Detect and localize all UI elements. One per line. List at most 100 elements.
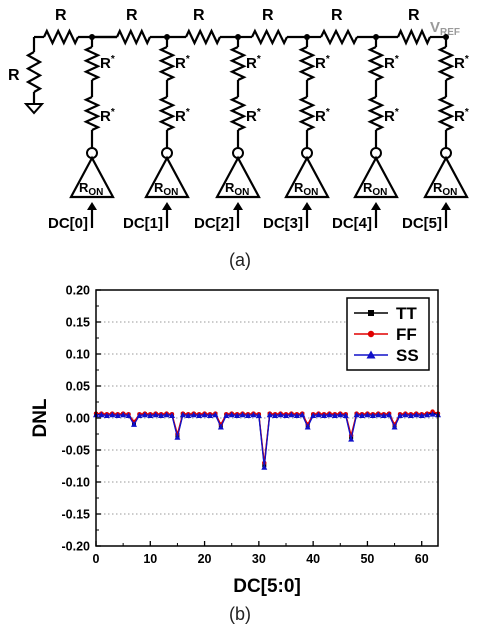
data-point-SS [147,412,154,418]
branch-resistor-upper [229,46,247,81]
series-r-label: R [408,7,420,24]
label-part: * [186,54,190,65]
label-part: * [111,107,115,118]
label-part: R [175,55,186,72]
data-point-SS [272,412,279,418]
input-arrow [162,202,172,210]
rstar-label: R* [315,54,330,72]
label-part: R [262,7,274,24]
label-part: * [257,54,261,65]
data-point-SS [380,412,387,418]
y-tick-label: -0.05 [62,444,91,458]
branch-resistor-upper [298,46,316,81]
series-r-label: R [262,7,274,24]
data-point-SS [288,411,295,418]
data-point-SS [283,412,289,418]
ron-sub: ON [234,187,249,198]
y-axis-label: DNL [30,398,51,437]
input-label: DC[3] [263,215,303,232]
series-r-label: R [55,7,67,24]
branch-resistor-upper [158,46,176,81]
y-tick-label: 0.15 [66,316,90,330]
rstar-label: R* [384,54,399,72]
data-point-SS [163,411,170,418]
legend: TT FF SS [346,297,430,371]
label-part: R [126,7,138,24]
data-point-SS [239,411,246,418]
label-part: R [315,108,326,125]
data-point-SS [407,412,414,418]
ron-label: RON [363,180,387,198]
data-point-SS [245,412,251,418]
legend-marker-TT [368,310,374,316]
data-point-SS [299,411,306,418]
rstar-label: R* [175,54,190,72]
branch-resistor-lower [229,96,247,131]
label-part: R [246,55,257,72]
branch-resistor-lower [298,96,316,131]
data-point-SS [109,411,116,418]
series-resistor [116,28,151,46]
input-label: DC[0] [48,215,88,232]
rstar-label: R* [315,107,330,125]
data-point-SS [103,412,110,418]
label-part: * [465,54,469,65]
data-point-SS [223,412,230,418]
input-arrow [233,202,243,210]
data-point-SS [131,421,137,427]
data-point-SS [429,411,436,417]
data-point-SS [386,411,393,418]
data-point-SS [190,411,197,418]
data-point-SS [179,411,186,418]
legend-label-TT: TT [396,304,417,323]
data-point-SS [120,411,127,418]
ron-main: R [154,180,164,195]
series-r-label: R [193,7,205,24]
label-part: * [395,107,399,118]
label-part: R [175,108,186,125]
x-tick-label: 10 [143,552,157,566]
rstar-label: R* [454,107,469,125]
ron-main: R [363,180,373,195]
x-tick-label: 60 [415,552,429,566]
data-point-SS [353,411,360,418]
data-point-SS [261,464,268,470]
data-point-SS [310,412,317,418]
branch-resistor-upper [367,46,385,81]
label-part: * [395,54,399,65]
data-point-SS [255,412,262,418]
legend-label-FF: FF [396,325,417,344]
data-point-SS [321,412,327,418]
data-point-SS [201,411,208,418]
input-arrow [371,202,381,210]
rstar-label: R* [246,107,261,125]
y-tick-label: 0.05 [66,380,90,394]
label-part: R [100,55,111,72]
buffer-triangle [215,155,261,199]
ron-sub: ON [303,187,318,198]
label-part: R [408,7,420,24]
data-point-SS [185,412,192,418]
buffer-triangle [69,155,115,199]
legend-marker-SS [366,350,376,359]
series-resistor [320,28,358,46]
x-tick-label: 50 [360,552,374,566]
y-tick-label: -0.20 [62,540,91,554]
data-point-SS [364,411,371,418]
ron-sub: ON [88,187,103,198]
ron-sub: ON [442,187,457,198]
label-part: * [186,107,190,118]
ron-label: RON [294,180,318,198]
data-point-SS [266,411,273,418]
label-part: R [193,7,205,24]
data-point-SS [228,411,235,418]
label-part: * [465,107,469,118]
data-point-SS [369,412,376,418]
label-part: * [111,54,115,65]
label-part: * [326,107,330,118]
branch-resistor-upper [83,46,101,81]
data-point-SS [217,423,224,430]
y-tick-label: 0.20 [66,284,90,298]
y-tick-label: 0.10 [66,348,90,362]
series-line-SS [96,413,439,468]
